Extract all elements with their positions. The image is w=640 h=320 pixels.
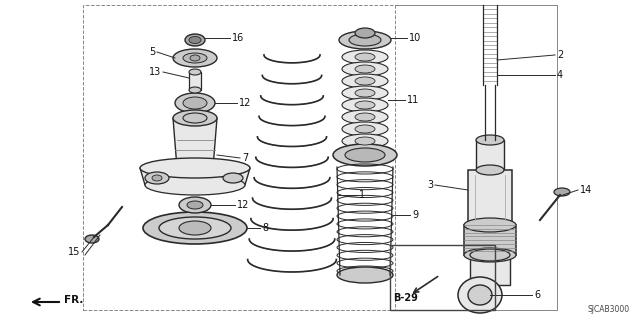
Ellipse shape bbox=[355, 149, 375, 157]
Ellipse shape bbox=[179, 221, 211, 235]
Ellipse shape bbox=[183, 97, 207, 109]
Text: 11: 11 bbox=[407, 95, 419, 105]
Text: 3: 3 bbox=[427, 180, 433, 190]
Ellipse shape bbox=[554, 188, 570, 196]
Bar bbox=[83, 5, 557, 310]
Ellipse shape bbox=[476, 165, 504, 175]
Ellipse shape bbox=[190, 55, 200, 61]
Ellipse shape bbox=[179, 197, 211, 213]
Ellipse shape bbox=[355, 28, 375, 38]
Ellipse shape bbox=[342, 74, 388, 88]
Ellipse shape bbox=[159, 217, 231, 239]
Text: 7: 7 bbox=[242, 153, 248, 163]
Ellipse shape bbox=[355, 89, 375, 97]
Ellipse shape bbox=[145, 172, 169, 184]
Text: 15: 15 bbox=[68, 247, 80, 257]
Ellipse shape bbox=[468, 285, 492, 305]
Ellipse shape bbox=[355, 53, 375, 61]
Ellipse shape bbox=[189, 87, 201, 93]
Ellipse shape bbox=[145, 175, 245, 195]
Ellipse shape bbox=[470, 249, 510, 261]
Text: 9: 9 bbox=[412, 210, 418, 220]
Ellipse shape bbox=[342, 146, 388, 160]
Text: 5: 5 bbox=[148, 47, 155, 57]
Ellipse shape bbox=[173, 49, 217, 67]
Text: 12: 12 bbox=[239, 98, 252, 108]
Text: FR.: FR. bbox=[64, 295, 83, 305]
Text: SJCAB3000: SJCAB3000 bbox=[588, 305, 630, 314]
Text: 4: 4 bbox=[557, 70, 563, 80]
Text: 13: 13 bbox=[148, 67, 161, 77]
Text: 2: 2 bbox=[557, 50, 563, 60]
Bar bbox=[189, 72, 201, 90]
Ellipse shape bbox=[355, 113, 375, 121]
Bar bbox=[464, 225, 516, 255]
Ellipse shape bbox=[464, 218, 516, 232]
Ellipse shape bbox=[152, 175, 162, 181]
Text: 10: 10 bbox=[409, 33, 421, 43]
Text: 16: 16 bbox=[232, 33, 244, 43]
Text: 1: 1 bbox=[359, 190, 365, 200]
Ellipse shape bbox=[342, 86, 388, 100]
Text: B-29: B-29 bbox=[393, 293, 418, 303]
Ellipse shape bbox=[458, 277, 502, 313]
Ellipse shape bbox=[355, 125, 375, 133]
Ellipse shape bbox=[175, 93, 215, 113]
Ellipse shape bbox=[173, 110, 217, 126]
Ellipse shape bbox=[342, 134, 388, 148]
Ellipse shape bbox=[355, 77, 375, 85]
Ellipse shape bbox=[183, 113, 207, 123]
Ellipse shape bbox=[342, 50, 388, 64]
Text: 14: 14 bbox=[580, 185, 592, 195]
Ellipse shape bbox=[342, 122, 388, 136]
Ellipse shape bbox=[339, 31, 391, 49]
Bar bbox=[395, 5, 557, 310]
Text: 12: 12 bbox=[237, 200, 250, 210]
Bar bbox=[468, 170, 512, 225]
Text: 8: 8 bbox=[262, 223, 268, 233]
Ellipse shape bbox=[189, 36, 201, 44]
Ellipse shape bbox=[476, 135, 504, 145]
Bar bbox=[476, 140, 504, 170]
Polygon shape bbox=[173, 118, 217, 168]
Ellipse shape bbox=[355, 65, 375, 73]
Ellipse shape bbox=[185, 34, 205, 46]
Ellipse shape bbox=[189, 69, 201, 75]
Bar bbox=[470, 255, 510, 285]
Ellipse shape bbox=[342, 110, 388, 124]
Ellipse shape bbox=[140, 158, 250, 178]
Text: 6: 6 bbox=[534, 290, 540, 300]
Polygon shape bbox=[140, 168, 250, 185]
Ellipse shape bbox=[345, 148, 385, 162]
Ellipse shape bbox=[85, 235, 99, 243]
Ellipse shape bbox=[223, 173, 243, 183]
Ellipse shape bbox=[355, 101, 375, 109]
Ellipse shape bbox=[143, 212, 247, 244]
Ellipse shape bbox=[349, 34, 381, 46]
Ellipse shape bbox=[337, 267, 393, 283]
Ellipse shape bbox=[333, 144, 397, 166]
Ellipse shape bbox=[183, 53, 207, 63]
Bar bbox=[390, 245, 495, 310]
Ellipse shape bbox=[342, 98, 388, 112]
Ellipse shape bbox=[187, 201, 203, 209]
Ellipse shape bbox=[464, 248, 516, 262]
Ellipse shape bbox=[342, 62, 388, 76]
Ellipse shape bbox=[355, 137, 375, 145]
